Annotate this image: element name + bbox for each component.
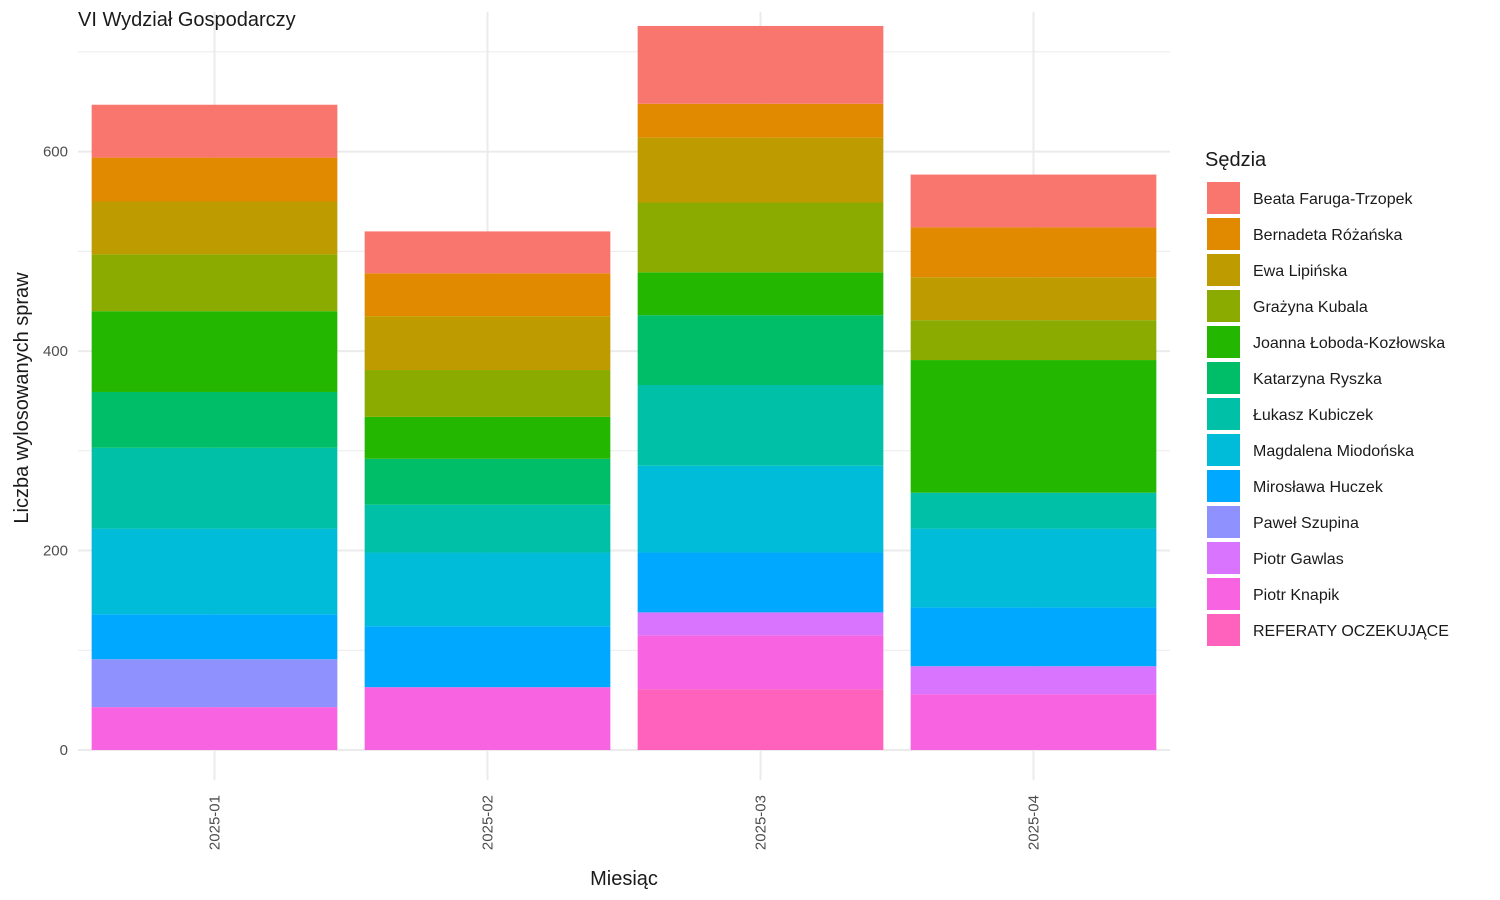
bar-segment-2025-02-ewa-lipinska — [364, 316, 611, 371]
legend-title: Sędzia — [1205, 149, 1267, 171]
legend-key — [1207, 578, 1240, 610]
y-tick-label: 0 — [60, 742, 68, 759]
bar-segment-2025-03-grazyna-kubala — [637, 202, 884, 273]
bar-segment-2025-02-lukasz-kubiczek — [364, 504, 611, 553]
legend-label: Katarzyna Ryszka — [1253, 371, 1382, 388]
legend-label: Beata Faruga-Trzopek — [1253, 191, 1413, 208]
legend-key — [1207, 542, 1240, 574]
legend-key — [1207, 470, 1240, 502]
x-tick-label: 2025-01 — [207, 795, 224, 850]
bar-segment-2025-01-grazyna-kubala — [91, 254, 338, 312]
bar-segment-2025-03-beata-faruga-trzopek — [637, 25, 884, 104]
bar-segment-2025-02-piotr-knapik — [364, 687, 611, 750]
bar-segment-2025-01-lukasz-kubiczek — [91, 447, 338, 529]
y-tick-label: 200 — [43, 543, 68, 560]
bar-segment-2025-03-magdalena-miodonska — [637, 465, 884, 553]
bar-segment-2025-02-grazyna-kubala — [364, 370, 611, 417]
bar-segment-2025-02-katarzyna-ryszka — [364, 458, 611, 505]
bar-segment-2025-04-beata-faruga-trzopek — [910, 174, 1157, 228]
bar-segment-2025-01-miroslawa-huczek — [91, 614, 338, 660]
bars — [91, 25, 1157, 750]
bar-segment-2025-03-ewa-lipinska — [637, 137, 884, 203]
legend-label: Grażyna Kubala — [1253, 299, 1368, 316]
bar-segment-2025-01-ewa-lipinska — [91, 201, 338, 255]
axes: 0 200 400 600 2025-01 2025-02 2025-03 2025-04 — [43, 144, 1043, 850]
bar-segment-2025-04-magdalena-miodonska — [910, 528, 1157, 608]
chart-title: VI Wydział Gospodarczy — [78, 9, 296, 31]
bar-segment-2025-03-piotr-gawlas — [637, 612, 884, 636]
legend-label: REFERATY OCZEKUJĄCE — [1253, 623, 1449, 640]
bar-segment-2025-01-beata-faruga-trzopek — [91, 104, 338, 158]
bar-segment-2025-04-grazyna-kubala — [910, 320, 1157, 361]
legend-label: Łukasz Kubiczek — [1253, 407, 1374, 424]
bar-segment-2025-03-katarzyna-ryszka — [637, 315, 884, 385]
bar-segment-2025-04-piotr-gawlas — [910, 666, 1157, 695]
bar-segment-2025-02-bernadeta-rozanska — [364, 273, 611, 317]
legend-label: Ewa Lipińska — [1253, 263, 1347, 280]
bar-segment-2025-04-joanna-loboda-kozlowska — [910, 360, 1157, 493]
bar-segment-2025-02-miroslawa-huczek — [364, 626, 611, 688]
legend-label: Piotr Knapik — [1253, 587, 1340, 604]
legend-key — [1207, 182, 1240, 214]
y-axis-title: Liczba wylosowanych spraw — [11, 272, 33, 524]
legend-key — [1207, 254, 1240, 286]
y-tick-label: 600 — [43, 144, 68, 161]
bar-segment-2025-01-piotr-knapik — [91, 707, 338, 750]
x-tick-label: 2025-02 — [480, 795, 497, 850]
legend: Sędzia Beata Faruga-Trzopek Bernadeta Róż… — [1205, 149, 1449, 646]
bar-segment-2025-02-beata-faruga-trzopek — [364, 231, 611, 274]
y-tick-label: 400 — [43, 343, 68, 360]
legend-key — [1207, 218, 1240, 250]
legend-key — [1207, 434, 1240, 466]
bar-segment-2025-03-lukasz-kubiczek — [637, 384, 884, 466]
legend-key — [1207, 506, 1240, 538]
legend-label: Joanna Łoboda-Kozłowska — [1253, 335, 1445, 352]
bar-segment-2025-03-bernadeta-rozanska — [637, 103, 884, 138]
bar-segment-2025-03-joanna-loboda-kozlowska — [637, 272, 884, 316]
bar-segment-2025-01-joanna-loboda-kozlowska — [91, 311, 338, 392]
bar-segment-2025-01-bernadeta-rozanska — [91, 157, 338, 202]
legend-key — [1207, 362, 1240, 394]
legend-key — [1207, 614, 1240, 646]
bar-segment-2025-03-miroslawa-huczek — [637, 552, 884, 613]
bar-segment-2025-02-magdalena-miodonska — [364, 552, 611, 627]
legend-label: Paweł Szupina — [1253, 515, 1359, 532]
bar-segment-2025-01-pawel-szupina — [91, 659, 338, 708]
legend-key — [1207, 290, 1240, 322]
legend-label: Bernadeta Różańska — [1253, 227, 1403, 244]
bar-segment-2025-03-piotr-knapik — [637, 635, 884, 690]
x-tick-label: 2025-04 — [1026, 795, 1043, 850]
bar-segment-2025-04-ewa-lipinska — [910, 277, 1157, 321]
legend-label: Piotr Gawlas — [1253, 551, 1344, 568]
bar-segment-2025-04-bernadeta-rozanska — [910, 227, 1157, 278]
bar-segment-2025-04-lukasz-kubiczek — [910, 492, 1157, 529]
legend-label: Mirosława Huczek — [1253, 479, 1384, 496]
legend-key — [1207, 398, 1240, 430]
bar-segment-2025-04-miroslawa-huczek — [910, 607, 1157, 667]
bar-segment-2025-04-piotr-knapik — [910, 694, 1157, 750]
bar-segment-2025-03-referaty-oczekujace — [637, 689, 884, 750]
bar-segment-2025-01-magdalena-miodonska — [91, 528, 338, 615]
bar-segment-2025-01-katarzyna-ryszka — [91, 391, 338, 448]
legend-key — [1207, 326, 1240, 358]
x-tick-label: 2025-03 — [753, 795, 770, 850]
bar-segment-2025-02-joanna-loboda-kozlowska — [364, 416, 611, 459]
legend-label: Magdalena Miodońska — [1253, 443, 1414, 460]
x-axis-title: Miesiąc — [590, 868, 658, 890]
